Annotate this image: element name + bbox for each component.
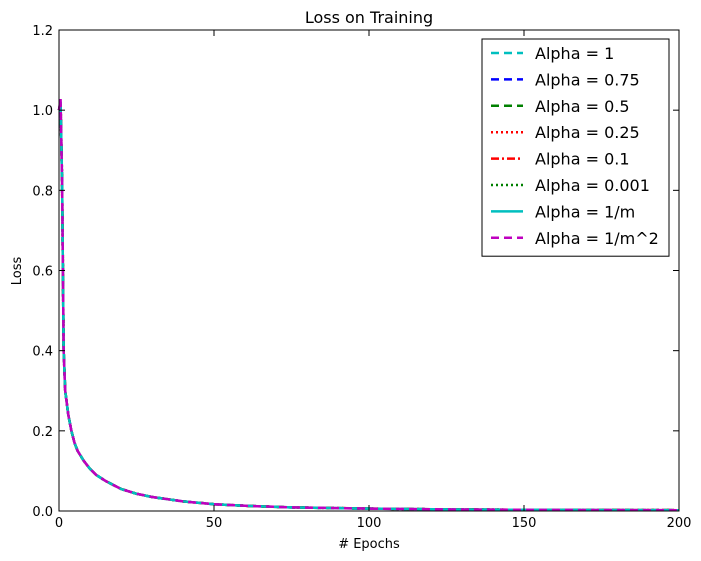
legend-label: Alpha = 0.25 xyxy=(535,123,640,142)
legend-label: Alpha = 0.1 xyxy=(535,150,630,169)
legend-label: Alpha = 0.75 xyxy=(535,70,640,89)
y-axis-label: Loss xyxy=(10,257,25,286)
chart-title: Loss on Training xyxy=(305,8,433,27)
x-axis-label: # Epochs xyxy=(338,537,400,552)
plot-frame xyxy=(58,29,680,512)
x-tick-label: 200 xyxy=(667,516,692,531)
x-tick-label: 50 xyxy=(206,516,223,531)
y-tick-label: 0.0 xyxy=(32,505,53,520)
legend-label: Alpha = 0.5 xyxy=(535,97,630,116)
series-line-8 xyxy=(57,96,680,512)
y-tick-label: 0.2 xyxy=(32,425,53,440)
legend-box xyxy=(481,38,670,257)
y-tick-label: 1.2 xyxy=(32,24,53,39)
legend-label: Alpha = 1/m^2 xyxy=(535,229,659,248)
x-tick-label: 100 xyxy=(357,516,382,531)
legend-label: Alpha = 1/m xyxy=(535,202,635,221)
y-tick-label: 0.4 xyxy=(32,345,53,360)
legend: Alpha = 1 Alpha = 0.75 Alpha = 0.5 Alpha = … xyxy=(481,38,670,257)
legend-label: Alpha = 0.001 xyxy=(535,176,650,195)
legend-label: Alpha = 1 xyxy=(535,44,614,63)
y-tick-label: 0.6 xyxy=(32,265,53,280)
x-tick-label: 0 xyxy=(55,516,63,531)
y-tick-label: 1.0 xyxy=(32,104,53,119)
x-tick-label: 150 xyxy=(512,516,537,531)
y-tick-label: 0.8 xyxy=(32,184,53,199)
